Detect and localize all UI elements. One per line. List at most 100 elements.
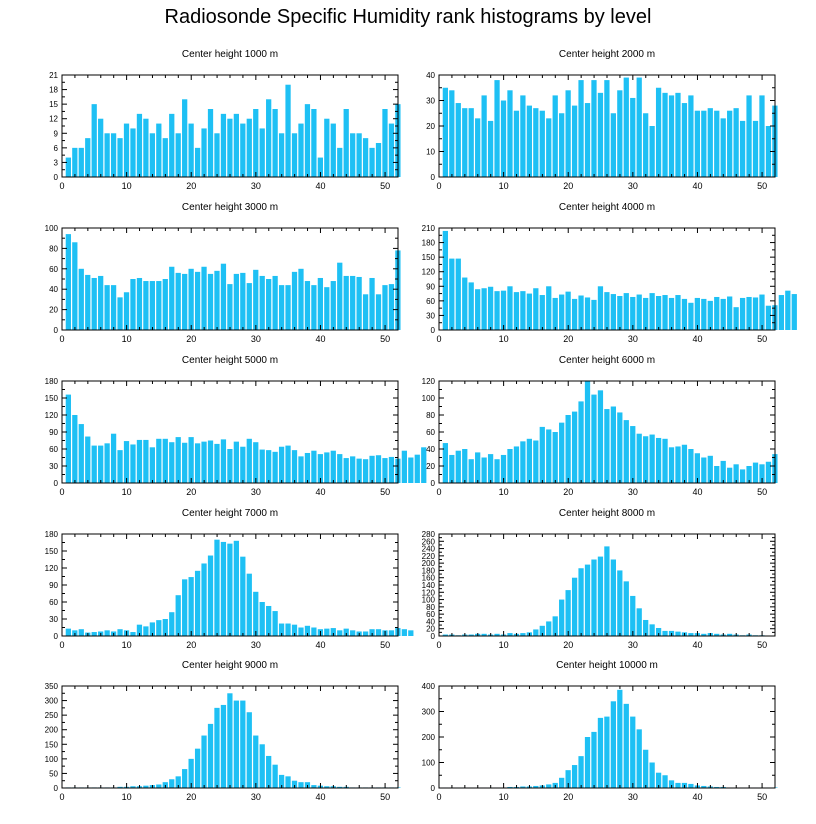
bar — [362, 459, 369, 483]
bar — [778, 295, 784, 330]
bar — [388, 123, 395, 177]
y-tick-label: 0 — [54, 784, 59, 793]
bar — [356, 458, 362, 483]
bar — [401, 450, 407, 483]
bar — [513, 446, 520, 483]
bar — [78, 424, 84, 483]
x-tick-label: 30 — [251, 487, 261, 497]
x-tick-label: 50 — [757, 640, 767, 650]
bar — [533, 629, 539, 636]
bar — [227, 284, 233, 330]
histogram-panel-6: Center height 6000 m 0 10 20 30 40 50 0 20 40 60 80… — [422, 355, 778, 497]
x-tick-label: 40 — [315, 334, 325, 344]
y-tick-label: 40 — [426, 445, 435, 454]
x-tick-label: 40 — [315, 640, 325, 650]
bar — [110, 433, 117, 483]
bar — [507, 449, 513, 483]
bar — [681, 298, 688, 330]
bar — [578, 401, 584, 483]
x-tick-label: 30 — [251, 334, 261, 344]
y-tick-label: 60 — [426, 610, 435, 619]
y-tick-label: 90 — [49, 581, 58, 590]
bar — [117, 786, 123, 788]
y-tick-label: 90 — [426, 282, 435, 291]
bar — [552, 432, 558, 483]
bar — [714, 466, 720, 483]
bar — [759, 294, 765, 330]
bar — [311, 450, 317, 483]
bar — [462, 449, 468, 483]
bar — [643, 619, 649, 636]
x-tick-label: 20 — [563, 334, 573, 344]
bar — [597, 92, 604, 177]
bar — [481, 633, 487, 636]
bar — [214, 539, 220, 636]
bar — [533, 785, 539, 788]
bar — [739, 297, 746, 330]
bar — [455, 450, 461, 483]
x-tick-label: 20 — [563, 640, 573, 650]
panel-title: Center height 3000 m — [182, 202, 278, 213]
panel-title: Center height 9000 m — [182, 660, 278, 671]
bar — [636, 77, 642, 177]
bar — [655, 87, 662, 177]
bar — [507, 286, 513, 330]
bar — [617, 689, 623, 788]
bar — [449, 258, 455, 330]
bar — [65, 394, 71, 483]
x-tick-label: 0 — [436, 792, 441, 802]
bar — [143, 439, 149, 483]
bar — [701, 298, 707, 330]
bar — [343, 275, 349, 330]
bar — [617, 570, 623, 636]
bar — [655, 627, 662, 636]
histogram-panel-9: Center height 9000 m 0 10 20 30 40 50 0 50 100 150… — [45, 660, 401, 802]
bar — [110, 285, 117, 330]
bar — [278, 285, 285, 330]
bar — [162, 438, 168, 483]
y-tick-label: 60 — [49, 598, 58, 607]
bar — [227, 118, 233, 177]
bar — [604, 292, 610, 330]
bar — [636, 729, 642, 788]
bar — [246, 438, 252, 483]
bar-series — [442, 381, 778, 483]
bar — [591, 731, 597, 788]
bar — [130, 786, 136, 788]
bar — [350, 275, 356, 330]
bar — [765, 461, 772, 483]
bar — [324, 786, 330, 788]
bar — [337, 630, 343, 636]
bar — [649, 762, 655, 788]
bar — [104, 133, 110, 177]
bar — [98, 445, 104, 483]
bar — [240, 446, 246, 483]
bar — [388, 456, 395, 483]
bar — [630, 97, 636, 177]
bar — [720, 118, 726, 177]
bar — [123, 441, 130, 483]
bar — [739, 120, 746, 177]
bar — [694, 297, 700, 330]
panel-title: Center height 6000 m — [559, 355, 655, 366]
bar — [356, 133, 362, 177]
bar — [317, 157, 323, 177]
x-tick-label: 0 — [436, 181, 441, 191]
bar — [343, 458, 349, 483]
x-tick-label: 0 — [59, 487, 64, 497]
bar — [156, 281, 162, 330]
bar — [330, 281, 336, 330]
y-tick-label: 200 — [45, 726, 59, 735]
bar — [681, 444, 688, 483]
bar — [584, 381, 591, 483]
bar — [246, 573, 252, 636]
bar — [720, 460, 726, 483]
bar — [110, 133, 117, 177]
bar — [610, 294, 616, 330]
bar — [462, 277, 468, 330]
x-tick-label: 30 — [251, 792, 261, 802]
bar — [475, 118, 481, 177]
x-tick-label: 20 — [186, 334, 196, 344]
bar — [591, 394, 597, 483]
bar — [233, 540, 239, 636]
